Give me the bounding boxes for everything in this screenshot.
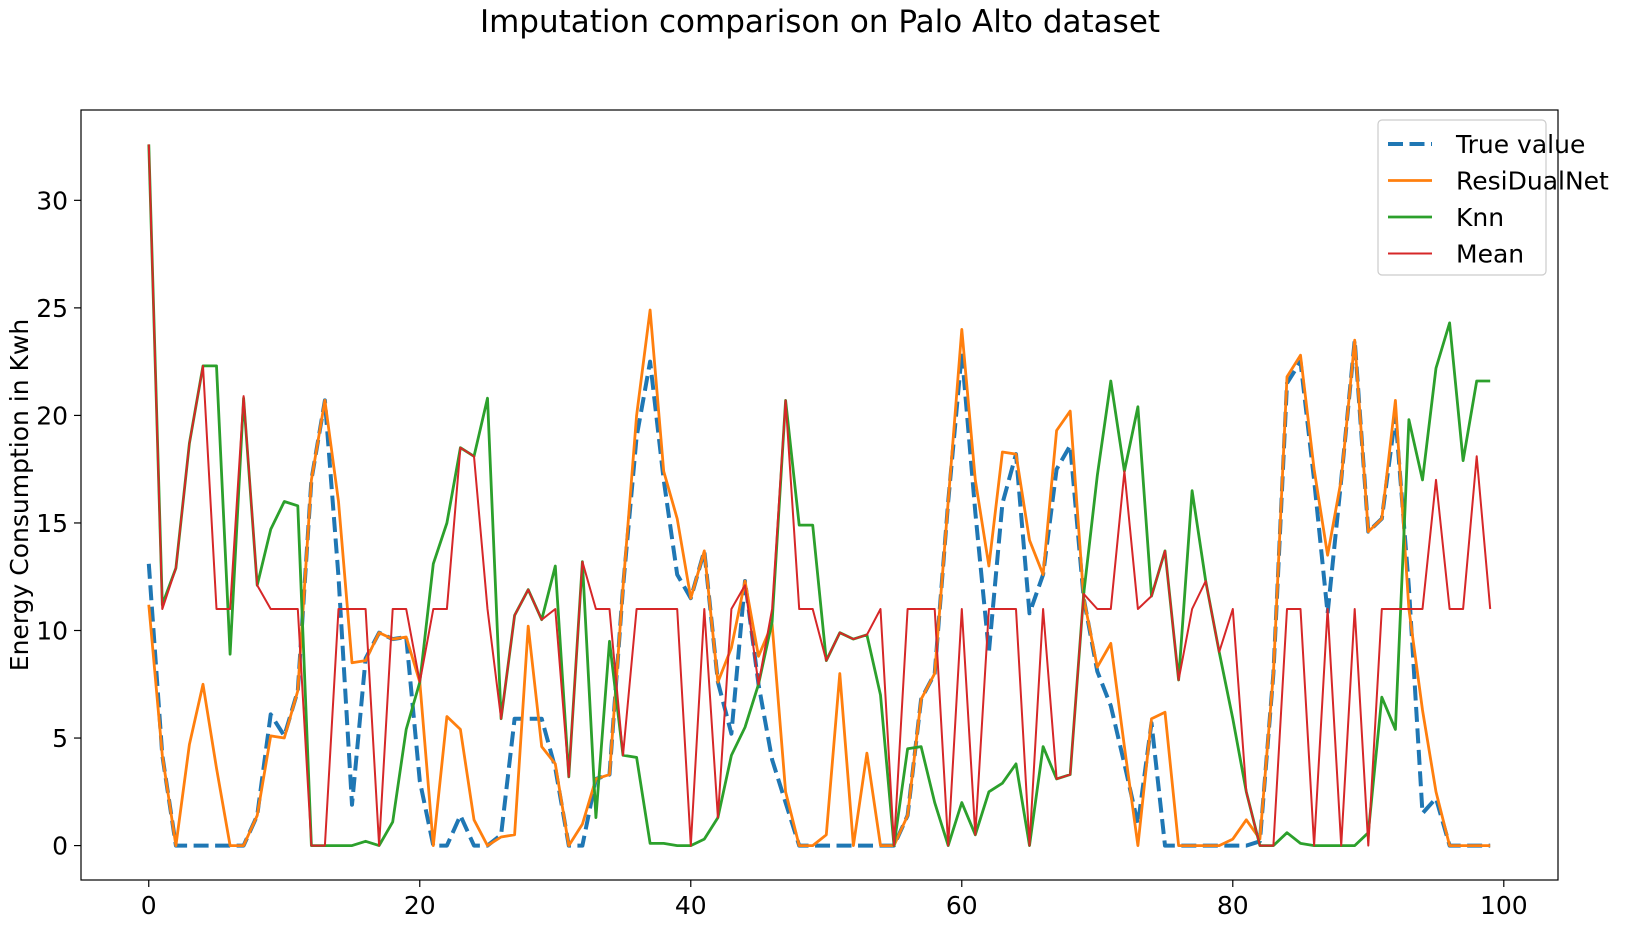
plot-area	[146, 144, 1492, 848]
y-tick-label: 25	[36, 294, 68, 323]
axes: 0 20 40 60 80 100 0 5 10 15 20 25 30	[36, 109, 1559, 920]
legend-box	[1377, 119, 1547, 276]
y-tick-label: 10	[36, 617, 68, 646]
chart-title: Imputation comparison on Palo Alto datas…	[480, 4, 1160, 40]
x-tick-label: 80	[1217, 891, 1249, 920]
y-tick-label: 0	[52, 832, 68, 861]
plot-frame	[80, 109, 1559, 881]
x-tick-label: 20	[404, 891, 436, 920]
legend-label: True value	[1455, 130, 1585, 159]
series-line-residualnet	[147, 308, 1491, 847]
legend: True value ResiDualNet Knn Mean	[1377, 119, 1609, 276]
y-tick-label: 20	[36, 401, 68, 430]
legend-label: Mean	[1456, 240, 1524, 269]
y-axis-label: Energy Consumption in Kwh	[5, 319, 34, 671]
legend-label: Knn	[1456, 203, 1504, 232]
series-line-mean	[147, 144, 1492, 847]
x-tick-label: 60	[946, 891, 978, 920]
x-tick-label: 0	[141, 891, 157, 920]
y-tick-label: 5	[52, 724, 68, 753]
y-tick-label: 30	[36, 186, 68, 215]
y-tick-label: 15	[36, 509, 68, 538]
x-tick-label: 100	[1480, 891, 1528, 920]
legend-label: ResiDualNet	[1456, 167, 1609, 196]
x-tick-label: 40	[675, 891, 707, 920]
